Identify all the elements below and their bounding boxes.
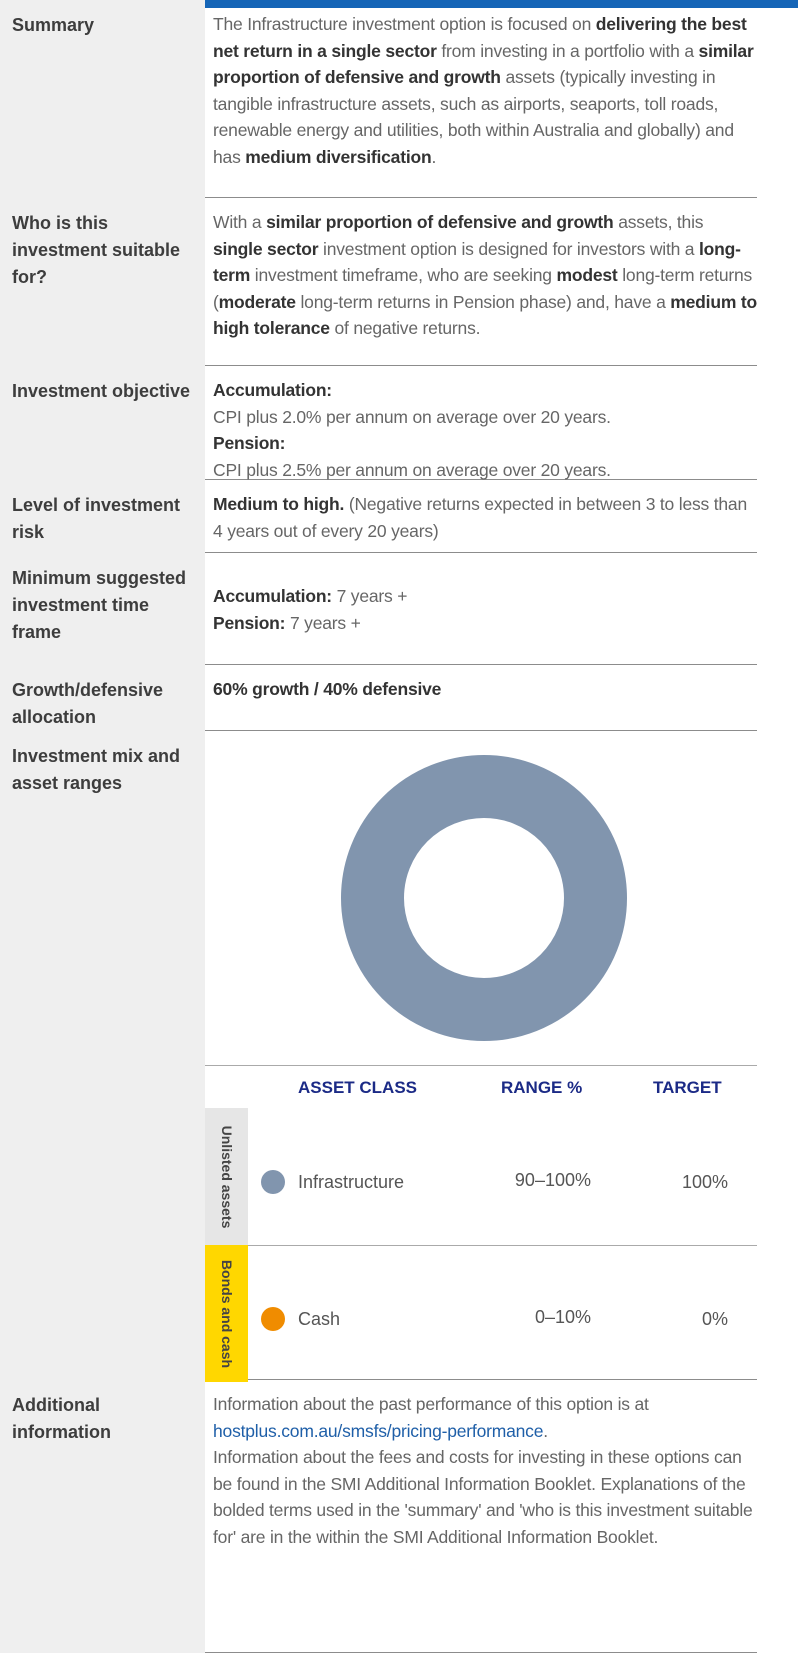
text: assets (typically investing in tangible …: [213, 67, 734, 167]
group-name: Bonds and cash: [218, 1259, 235, 1368]
paragraph: CPI plus 2.0% per annum on average over …: [213, 404, 757, 431]
text: investment timeframe, who are seeking: [250, 265, 557, 285]
separator: [205, 1065, 757, 1066]
text: investment option is designed for invest…: [318, 238, 699, 259]
asset-name: Infrastructure: [298, 1172, 405, 1192]
paragraph: The Infrastructure investment option is …: [213, 11, 757, 170]
asset-range: 90–100%: [514, 1170, 591, 1190]
column-header: TARGET: [653, 1078, 722, 1097]
group-band: Bonds and cash: [205, 1245, 248, 1382]
group-band: Unlisted assets: [205, 1108, 248, 1245]
asset-target: 0%: [701, 1309, 728, 1329]
paragraph: 60% growth / 40% defensive: [213, 676, 757, 703]
row-body: Accumulation: CPI plus 2.0% per annum on …: [205, 366, 757, 480]
row-body: 60% growth / 40% defensive: [205, 665, 757, 731]
paragraph: Information about the past performance o…: [213, 1391, 757, 1444]
bold-text: Pension:: [213, 433, 286, 453]
column-header: ASSET CLASS: [298, 1078, 418, 1097]
bold-text: modest: [556, 265, 618, 285]
asset-name: Cash: [298, 1309, 341, 1329]
row-body: Accumulation: 7 years + Pension: 7 years …: [205, 553, 757, 665]
paragraph: Pension: 7 years +: [213, 610, 757, 637]
bold-text: similar proportion of defensive and grow…: [266, 212, 614, 232]
row-label: Who is this investment suitable for?: [12, 213, 181, 287]
bold-text: moderate: [218, 291, 296, 312]
paragraph: Pension:: [213, 430, 757, 457]
text: 7 years +: [331, 586, 408, 606]
legend-dot: [261, 1170, 285, 1194]
paragraph: With a similar proportion of defensive a…: [213, 209, 757, 342]
row-body: Information about the past performance o…: [205, 1380, 757, 1653]
bold-text: Pension:: [213, 612, 286, 633]
text: Information about the past performance o…: [213, 1394, 649, 1414]
bold-text: Accumulation:: [213, 380, 332, 400]
text: The Infrastructure investment option is …: [213, 14, 596, 34]
row-label: Additional information: [12, 1395, 111, 1442]
bold-text: delivering the best net return in a sing…: [213, 14, 747, 61]
row-label: Growth/defensive allocation: [12, 680, 164, 727]
text: assets, this: [613, 212, 704, 232]
bold-text: medium to high tolerance: [213, 291, 757, 339]
text: of negative returns.: [329, 318, 481, 338]
bold-text: medium diversification: [245, 146, 432, 167]
bold-text: long-term: [213, 238, 741, 286]
text: from investing in a portfolio with a: [436, 40, 699, 61]
text: CPI plus 2.0% per annum on average over …: [213, 406, 611, 427]
row-label: Level of investment risk: [12, 495, 181, 542]
row-label: Summary: [12, 15, 95, 35]
top-bar: [205, 0, 798, 8]
bold-text: Accumulation:: [213, 586, 332, 606]
link[interactable]: hostplus.com.au/smsfs/pricing-performanc…: [213, 1420, 544, 1441]
legend-dot: [261, 1307, 285, 1331]
paragraph: Accumulation: 7 years +: [213, 583, 757, 610]
row-body: [205, 731, 757, 1380]
row-label: Investment mix and asset ranges: [12, 746, 181, 793]
group-name: Unlisted assets: [218, 1125, 235, 1228]
bold-text: single sector: [213, 238, 319, 259]
text: .: [543, 1420, 548, 1441]
bold-text: 60% growth / 40% defensive: [213, 679, 442, 699]
separator: [205, 1245, 757, 1246]
label-column: [0, 0, 205, 1653]
row-body: Medium to high. (Negative returns expect…: [205, 480, 757, 553]
row-body: The Infrastructure investment option is …: [205, 0, 757, 198]
text: Information about the fees and costs for…: [213, 1447, 753, 1547]
bold-text: Medium to high.: [213, 494, 345, 514]
text: long-term returns (: [213, 265, 753, 312]
text: 7 years +: [285, 612, 361, 633]
text: With a: [213, 212, 267, 232]
row-label: Minimum suggested investment time frame: [12, 568, 187, 642]
asset-range: 0–10%: [534, 1307, 591, 1327]
row-body: With a similar proportion of defensive a…: [205, 198, 757, 366]
text: long-term returns in Pension phase) and,…: [295, 291, 671, 312]
paragraph: Information about the fees and costs for…: [213, 1444, 757, 1550]
bold-text: similar proportion of defensive and grow…: [213, 40, 754, 88]
paragraph: CPI plus 2.5% per annum on average over …: [213, 457, 757, 484]
text: .: [431, 146, 437, 167]
paragraph: Accumulation:: [213, 377, 757, 404]
paragraph: Medium to high. (Negative returns expect…: [213, 491, 757, 544]
row-label: Investment objective: [12, 381, 191, 401]
asset-target: 100%: [681, 1172, 728, 1192]
column-header: RANGE %: [501, 1078, 583, 1097]
text: CPI plus 2.5% per annum on average over …: [213, 459, 611, 480]
text: (Negative returns expected in between 3 …: [213, 494, 747, 541]
